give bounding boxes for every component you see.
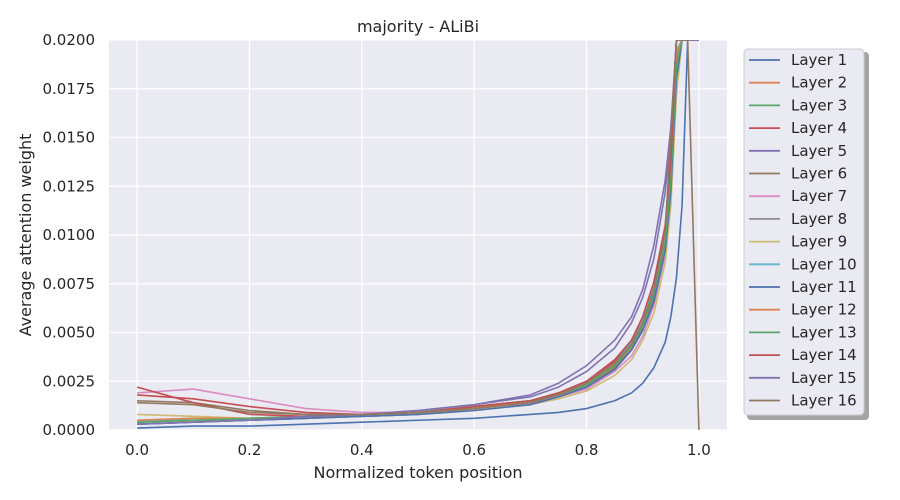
series-lines [136, 40, 700, 430]
x-tick-label: 0.8 [575, 441, 599, 459]
x-axis-label: Normalized token position [313, 463, 522, 482]
legend-label: Layer 14 [791, 346, 857, 364]
series-line-layer-1 [137, 40, 699, 429]
legend-label: Layer 7 [791, 187, 847, 205]
legend-label: Layer 2 [791, 74, 847, 92]
legend-label: Layer 16 [791, 392, 857, 410]
y-tick-label: 0.0075 [43, 275, 96, 293]
legend-label: Layer 10 [791, 255, 857, 273]
legend-frame [743, 48, 865, 416]
x-tick-label: 0.6 [462, 441, 486, 459]
legend: Layer 1 Layer 2 Layer 3 Layer 4 Layer 5 Layer… [743, 48, 869, 420]
legend-label: Layer 3 [791, 96, 847, 114]
y-tick-label: 0.0200 [43, 31, 96, 49]
legend-label: Layer 11 [791, 278, 857, 296]
y-tick-label: 0.0175 [43, 80, 96, 98]
y-tick-label: 0.0125 [43, 177, 96, 195]
x-tick-label: 0.0 [125, 441, 149, 459]
legend-label: Layer 13 [791, 323, 857, 341]
chart-title: majority - ALiBi [357, 17, 479, 36]
legend-label: Layer 1 [791, 51, 847, 69]
legend-label: Layer 8 [791, 210, 847, 228]
y-tick-label: 0.0100 [43, 226, 96, 244]
legend-label: Layer 4 [791, 119, 847, 137]
legend-label: Layer 12 [791, 301, 857, 319]
x-tick-label: 0.4 [350, 441, 374, 459]
legend-label: Layer 9 [791, 233, 847, 251]
gridlines [109, 39, 727, 431]
legend-label: Layer 6 [791, 165, 847, 183]
legend-label: Layer 5 [791, 142, 847, 160]
y-axis-label: Average attention weight [16, 134, 35, 337]
x-tick-label: 1.0 [687, 441, 711, 459]
y-tick-labels: 0.0000 0.0025 0.0050 0.0075 0.0100 0.0125 0.01… [43, 31, 96, 439]
legend-label: Layer 15 [791, 369, 857, 387]
y-tick-label: 0.0000 [43, 421, 96, 439]
series-line-layer-16 [137, 40, 700, 430]
y-tick-label: 0.0150 [43, 129, 96, 147]
y-tick-label: 0.0025 [43, 372, 96, 390]
x-tick-label: 0.2 [238, 441, 262, 459]
y-tick-label: 0.0050 [43, 324, 96, 342]
x-tick-labels: 0.0 0.2 0.4 0.6 0.8 1.0 [125, 441, 711, 459]
